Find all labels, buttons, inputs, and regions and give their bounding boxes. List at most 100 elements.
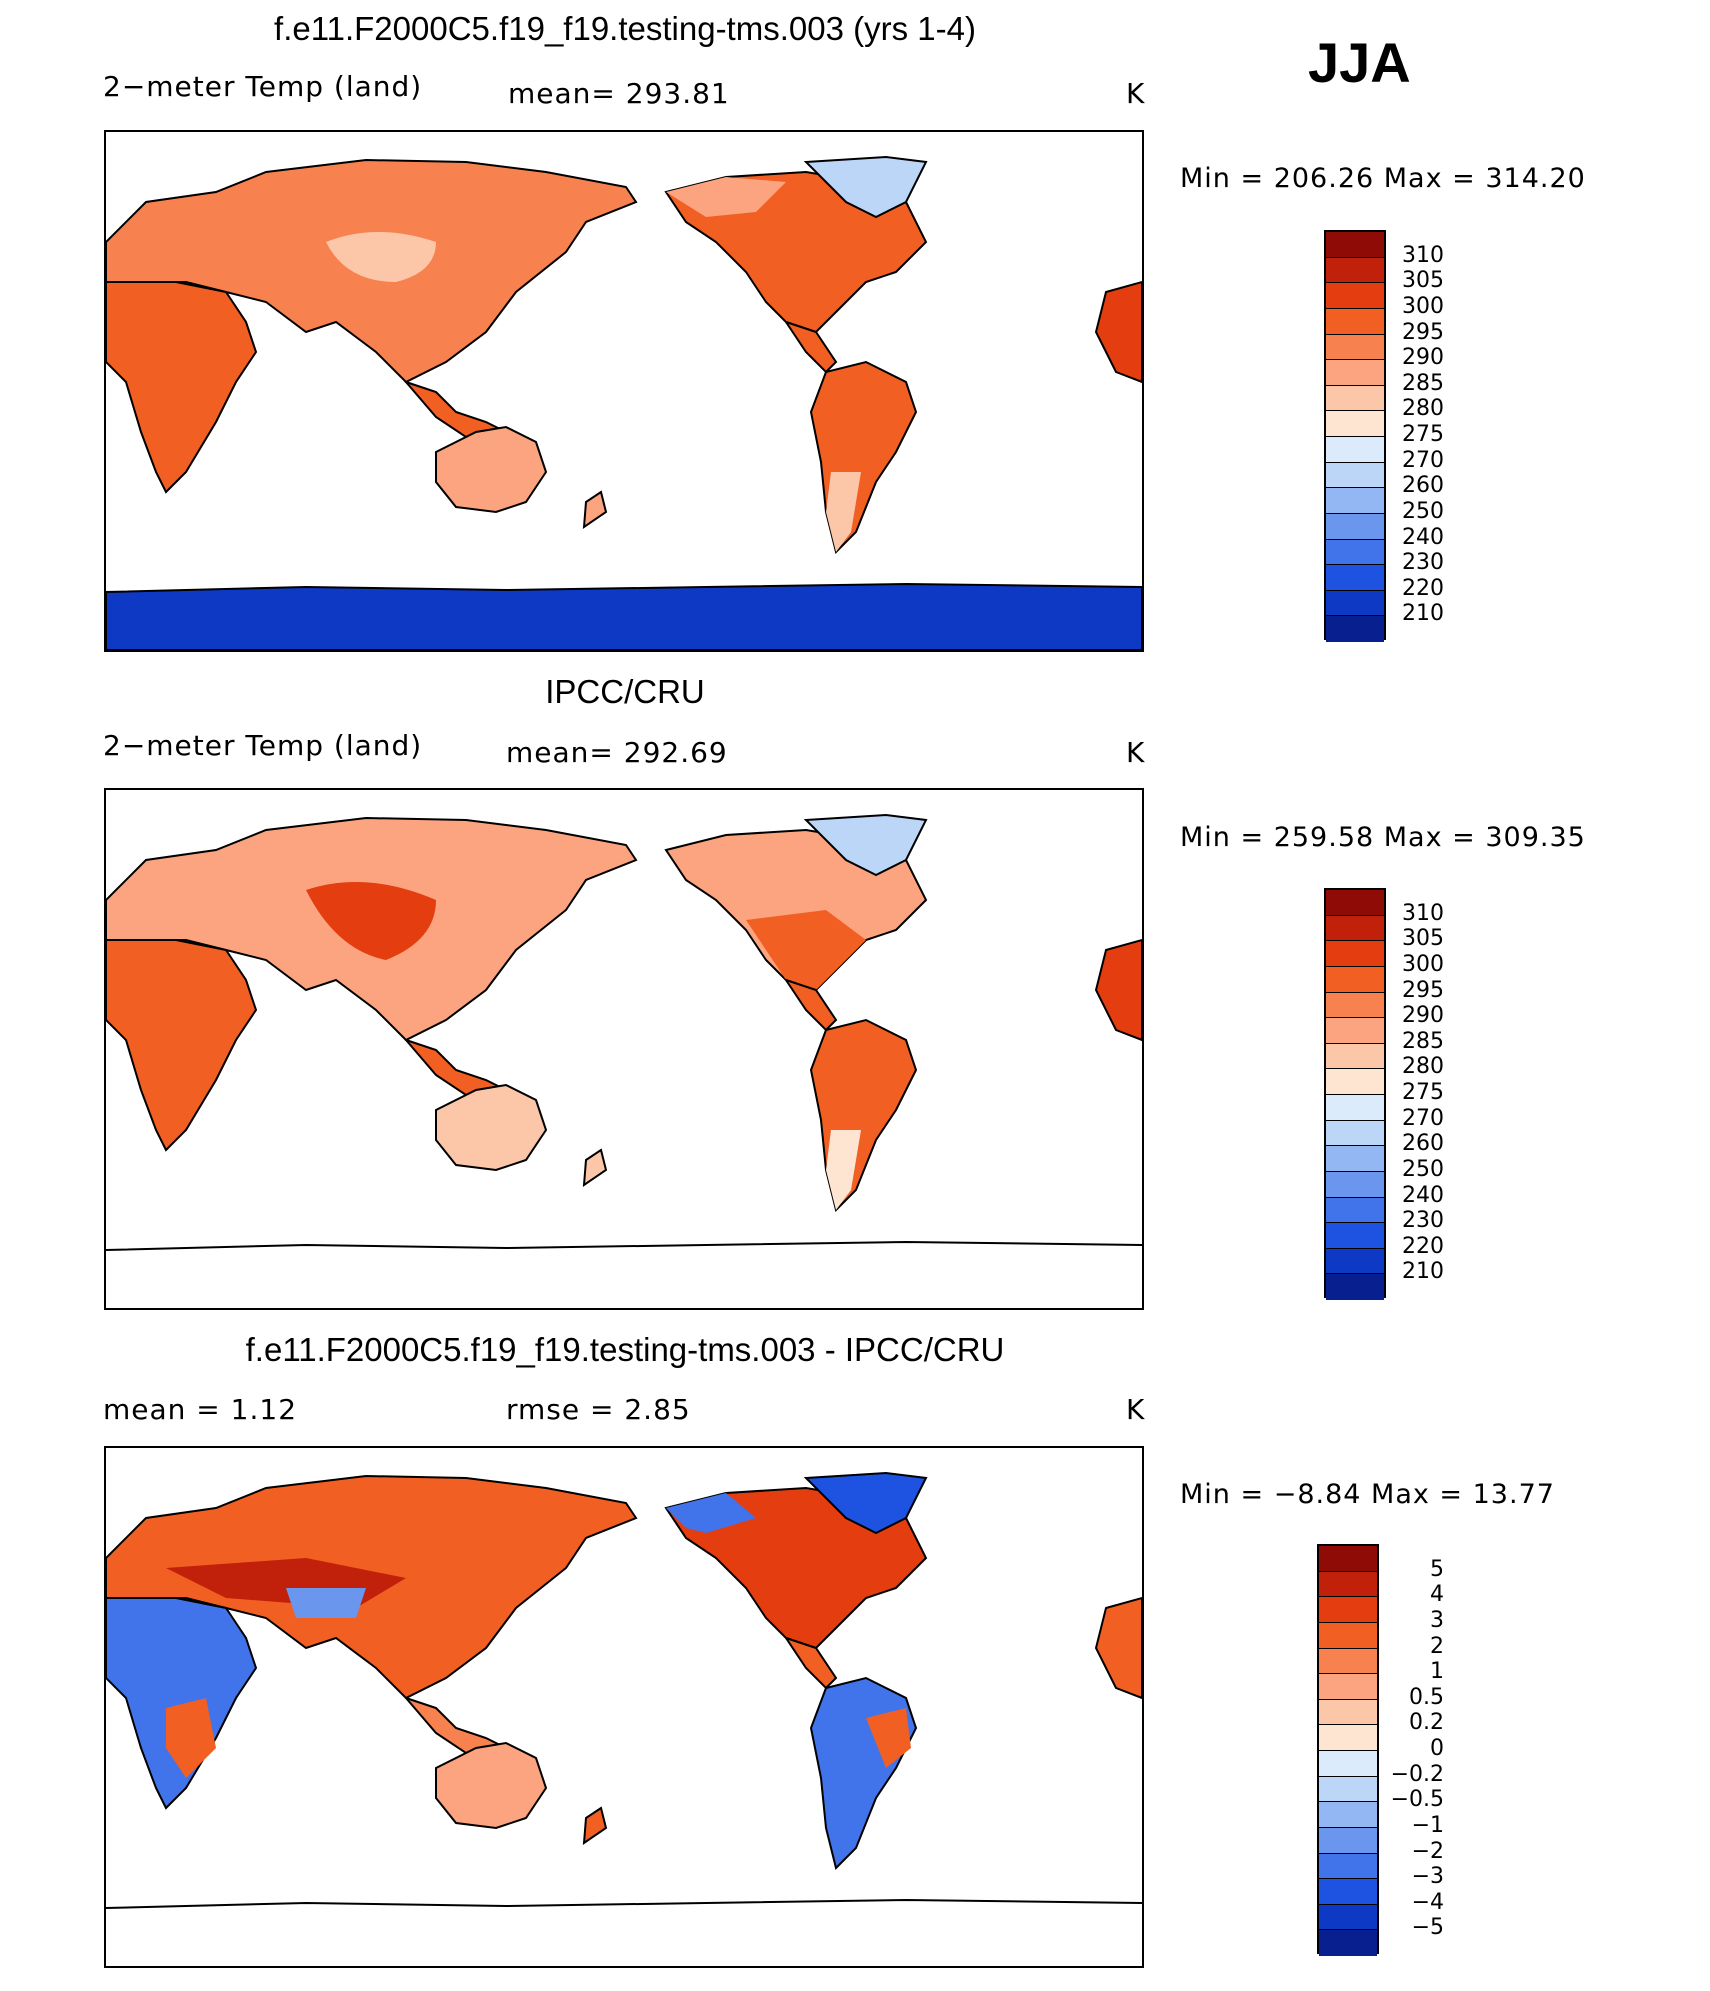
colorbar-tick-label: 260 — [1402, 1131, 1444, 1157]
colorbar-tick-label: 220 — [1402, 575, 1444, 601]
colorbar-tick-label: 0.5 — [1409, 1684, 1444, 1710]
colorbar-tick-label: 285 — [1402, 370, 1444, 396]
colorbar-swatch — [1319, 1622, 1377, 1649]
colorbar-swatch — [1326, 462, 1384, 489]
colorbar-tick-label: 270 — [1402, 1105, 1444, 1131]
colorbar-tick-label: 305 — [1402, 926, 1444, 952]
world-temperature-map-icon — [106, 155, 1142, 650]
colorbar-swatch — [1326, 283, 1384, 309]
panel-1-colorbar — [1324, 230, 1386, 642]
colorbar-swatch — [1326, 360, 1384, 386]
colorbar-tick-label: −1 — [1411, 1812, 1444, 1838]
colorbar-tick-label: −5 — [1411, 1915, 1444, 1941]
world-temperature-map-icon — [106, 813, 1142, 1251]
colorbar-tick-label: 210 — [1402, 1259, 1444, 1285]
colorbar-tick-label: 3 — [1430, 1607, 1444, 1633]
colorbar-swatch — [1319, 1725, 1377, 1751]
colorbar-tick-label: 250 — [1402, 1156, 1444, 1182]
colorbar-swatch — [1326, 1146, 1384, 1172]
colorbar-swatch — [1326, 437, 1384, 463]
colorbar-tick-label: 2 — [1430, 1633, 1444, 1659]
colorbar-tick-label: 5 — [1430, 1556, 1444, 1582]
colorbar-tick-label: 220 — [1402, 1233, 1444, 1259]
panel-3-colorbar — [1317, 1544, 1379, 1956]
colorbar-tick-label: −3 — [1411, 1864, 1444, 1890]
colorbar-swatch — [1326, 1248, 1384, 1275]
colorbar-swatch — [1326, 1069, 1384, 1095]
panel-1-mean-label: mean= 293.81 — [508, 77, 730, 110]
colorbar-tick-label: 275 — [1402, 1080, 1444, 1105]
colorbar-swatch — [1326, 385, 1384, 412]
colorbar-swatch — [1326, 890, 1384, 916]
colorbar-swatch — [1319, 1904, 1377, 1931]
panel-3-minmax-label: Min = −8.84 Max = 13.77 — [1180, 1479, 1555, 1510]
colorbar-swatch — [1319, 1674, 1377, 1700]
panel-1-units-label: K — [1126, 77, 1146, 110]
colorbar-swatch — [1326, 1120, 1384, 1147]
colorbar-swatch — [1326, 565, 1384, 591]
colorbar-swatch — [1319, 1597, 1377, 1623]
panel-2-variable-label: 2−meter Temp (land) — [103, 729, 423, 762]
colorbar-tick-label: 0 — [1430, 1736, 1444, 1761]
colorbar-tick-label: 295 — [1402, 977, 1444, 1003]
colorbar-swatch — [1326, 1197, 1384, 1224]
colorbar-tick-label: −0.5 — [1390, 1787, 1444, 1813]
colorbar-tick-label: 240 — [1402, 524, 1444, 550]
colorbar-tick-label: −4 — [1411, 1889, 1444, 1915]
colorbar-tick-label: 230 — [1402, 1208, 1444, 1234]
colorbar-tick-label: 290 — [1402, 345, 1444, 371]
colorbar-tick-label: 275 — [1402, 422, 1444, 447]
colorbar-tick-label: 280 — [1402, 1054, 1444, 1080]
panel-1-title: f.e11.F2000C5.f19_f19.testing-tms.003 (y… — [274, 10, 976, 47]
colorbar-swatch — [1326, 1274, 1384, 1300]
colorbar-swatch — [1326, 488, 1384, 514]
panel-1-variable-label: 2−meter Temp (land) — [103, 70, 423, 103]
panel-1-map — [104, 130, 1144, 652]
colorbar-swatch — [1319, 1776, 1377, 1803]
colorbar-tick-label: 290 — [1402, 1003, 1444, 1029]
panel-2-colorbar — [1324, 888, 1386, 1300]
colorbar-swatch — [1319, 1546, 1377, 1572]
colorbar-swatch — [1326, 539, 1384, 566]
colorbar-tick-label: 260 — [1402, 473, 1444, 499]
panel-3-units-label: K — [1126, 1393, 1146, 1426]
panel-2-minmax-label: Min = 259.58 Max = 309.35 — [1180, 822, 1586, 853]
colorbar-tick-label: −2 — [1411, 1838, 1444, 1864]
season-label: JJA — [1308, 31, 1411, 94]
colorbar-tick-label: 210 — [1402, 601, 1444, 627]
colorbar-swatch — [1326, 915, 1384, 942]
colorbar-tick-label: 310 — [1402, 900, 1444, 926]
colorbar-swatch — [1326, 334, 1384, 361]
colorbar-swatch — [1326, 992, 1384, 1019]
colorbar-swatch — [1326, 941, 1384, 967]
colorbar-swatch — [1319, 1827, 1377, 1854]
panel-3-rmse-label: rmse = 2.85 — [506, 1393, 691, 1426]
colorbar-swatch — [1326, 308, 1384, 335]
colorbar-swatch — [1326, 411, 1384, 437]
colorbar-tick-label: 300 — [1402, 293, 1444, 319]
colorbar-swatch — [1326, 232, 1384, 258]
colorbar-tick-label: 250 — [1402, 498, 1444, 524]
colorbar-swatch — [1319, 1699, 1377, 1726]
colorbar-tick-label: 305 — [1402, 268, 1444, 294]
colorbar-tick-label: 285 — [1402, 1028, 1444, 1054]
colorbar-swatch — [1326, 1095, 1384, 1121]
colorbar-tick-label: 0.2 — [1409, 1710, 1444, 1736]
colorbar-swatch — [1326, 590, 1384, 617]
colorbar-tick-label: 280 — [1402, 396, 1444, 422]
colorbar-tick-label: 310 — [1402, 242, 1444, 268]
colorbar-tick-label: 230 — [1402, 550, 1444, 576]
panel-2-units-label: K — [1126, 736, 1146, 769]
colorbar-swatch — [1319, 1571, 1377, 1598]
colorbar-swatch — [1326, 1171, 1384, 1198]
colorbar-swatch — [1319, 1648, 1377, 1675]
colorbar-swatch — [1319, 1930, 1377, 1956]
panel-3-map — [104, 1446, 1144, 1968]
panel-3-mean-label: mean = 1.12 — [103, 1393, 298, 1426]
colorbar-swatch — [1319, 1802, 1377, 1828]
panel-1-minmax-label: Min = 206.26 Max = 314.20 — [1180, 163, 1586, 194]
colorbar-swatch — [1326, 1018, 1384, 1044]
panel-2-map — [104, 788, 1144, 1310]
panel-2-mean-label: mean= 292.69 — [506, 736, 728, 769]
colorbar-swatch — [1326, 966, 1384, 993]
